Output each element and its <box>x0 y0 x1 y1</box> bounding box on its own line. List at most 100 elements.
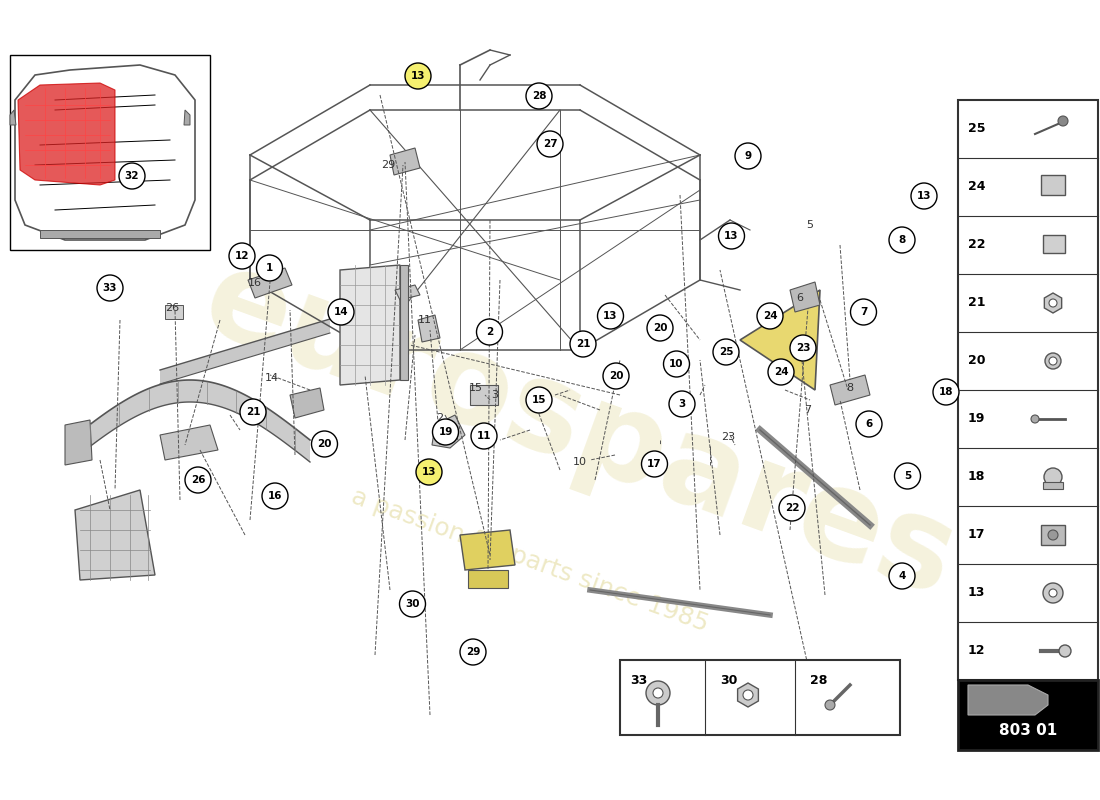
Text: 6: 6 <box>866 419 872 429</box>
Bar <box>620 660 900 735</box>
Bar <box>1041 175 1065 195</box>
Text: a passion for parts since 1985: a passion for parts since 1985 <box>349 484 712 636</box>
Text: 23: 23 <box>720 432 735 442</box>
Circle shape <box>603 363 629 389</box>
Circle shape <box>185 467 211 493</box>
Text: 27: 27 <box>542 139 558 149</box>
Circle shape <box>240 399 266 425</box>
Bar <box>468 570 508 588</box>
Circle shape <box>97 275 123 301</box>
Text: 24: 24 <box>773 367 789 377</box>
Polygon shape <box>290 388 324 418</box>
Text: 25: 25 <box>968 122 986 135</box>
Text: 16: 16 <box>267 491 283 501</box>
Text: 7: 7 <box>804 405 812 415</box>
Circle shape <box>911 183 937 209</box>
Text: 22: 22 <box>968 238 986 251</box>
Text: 25: 25 <box>718 347 734 357</box>
Circle shape <box>850 299 877 325</box>
Circle shape <box>526 387 552 413</box>
Text: 12: 12 <box>968 645 986 658</box>
Circle shape <box>894 463 921 489</box>
Polygon shape <box>738 683 758 707</box>
Text: 20: 20 <box>968 354 986 367</box>
Circle shape <box>641 451 668 477</box>
Text: 15: 15 <box>531 395 547 405</box>
Text: 24: 24 <box>968 181 986 194</box>
Circle shape <box>432 419 459 445</box>
Text: 3: 3 <box>679 399 685 409</box>
Bar <box>958 100 1098 680</box>
Circle shape <box>653 688 663 698</box>
Polygon shape <box>15 65 195 240</box>
Polygon shape <box>790 282 820 312</box>
Text: 18: 18 <box>968 470 986 483</box>
Circle shape <box>825 700 835 710</box>
Text: 4: 4 <box>899 571 905 581</box>
Bar <box>10 55 210 250</box>
Circle shape <box>256 255 283 281</box>
Text: 14: 14 <box>333 307 349 317</box>
Text: 11: 11 <box>418 315 432 325</box>
Circle shape <box>229 243 255 269</box>
Circle shape <box>735 143 761 169</box>
Circle shape <box>311 431 338 457</box>
Circle shape <box>537 131 563 157</box>
Circle shape <box>646 681 670 705</box>
Circle shape <box>471 423 497 449</box>
Text: 14: 14 <box>265 373 279 383</box>
Text: 8: 8 <box>899 235 905 245</box>
Text: 8: 8 <box>846 383 854 393</box>
Polygon shape <box>460 530 515 570</box>
Text: 13: 13 <box>410 71 426 81</box>
Polygon shape <box>390 148 420 175</box>
Circle shape <box>856 411 882 437</box>
Text: 803 01: 803 01 <box>999 723 1057 738</box>
Text: 29: 29 <box>381 160 395 170</box>
Text: 33: 33 <box>102 283 118 293</box>
Circle shape <box>790 335 816 361</box>
Circle shape <box>119 163 145 189</box>
Polygon shape <box>75 490 155 580</box>
Polygon shape <box>830 375 870 405</box>
Text: 3: 3 <box>492 390 498 400</box>
Bar <box>1041 525 1065 545</box>
Text: eurospares: eurospares <box>188 238 972 622</box>
Text: 15: 15 <box>469 383 483 393</box>
Circle shape <box>768 359 794 385</box>
Text: 16: 16 <box>248 278 262 288</box>
Polygon shape <box>1044 293 1061 313</box>
Circle shape <box>328 299 354 325</box>
Bar <box>470 385 498 405</box>
Polygon shape <box>395 285 420 300</box>
Bar <box>40 230 159 238</box>
Polygon shape <box>65 420 92 465</box>
Circle shape <box>1044 468 1061 486</box>
Circle shape <box>405 63 431 89</box>
Circle shape <box>1049 357 1057 365</box>
Text: 20: 20 <box>608 371 624 381</box>
Circle shape <box>757 303 783 329</box>
Text: 30: 30 <box>405 599 420 609</box>
Text: 5: 5 <box>806 220 814 230</box>
Text: 2: 2 <box>437 413 443 423</box>
Text: 33: 33 <box>630 674 647 686</box>
Circle shape <box>460 639 486 665</box>
Bar <box>165 305 183 319</box>
Circle shape <box>476 319 503 345</box>
Polygon shape <box>10 110 16 125</box>
Polygon shape <box>160 425 218 460</box>
Text: 5: 5 <box>904 471 911 481</box>
Text: 10: 10 <box>669 359 684 369</box>
Circle shape <box>570 331 596 357</box>
Circle shape <box>262 483 288 509</box>
Text: 11: 11 <box>476 431 492 441</box>
Text: 30: 30 <box>720 674 737 686</box>
Text: 13: 13 <box>603 311 618 321</box>
Circle shape <box>526 83 552 109</box>
Bar <box>958 680 1098 750</box>
Text: 28: 28 <box>531 91 547 101</box>
Circle shape <box>889 227 915 253</box>
Text: 21: 21 <box>968 297 986 310</box>
Text: 29: 29 <box>465 647 481 657</box>
